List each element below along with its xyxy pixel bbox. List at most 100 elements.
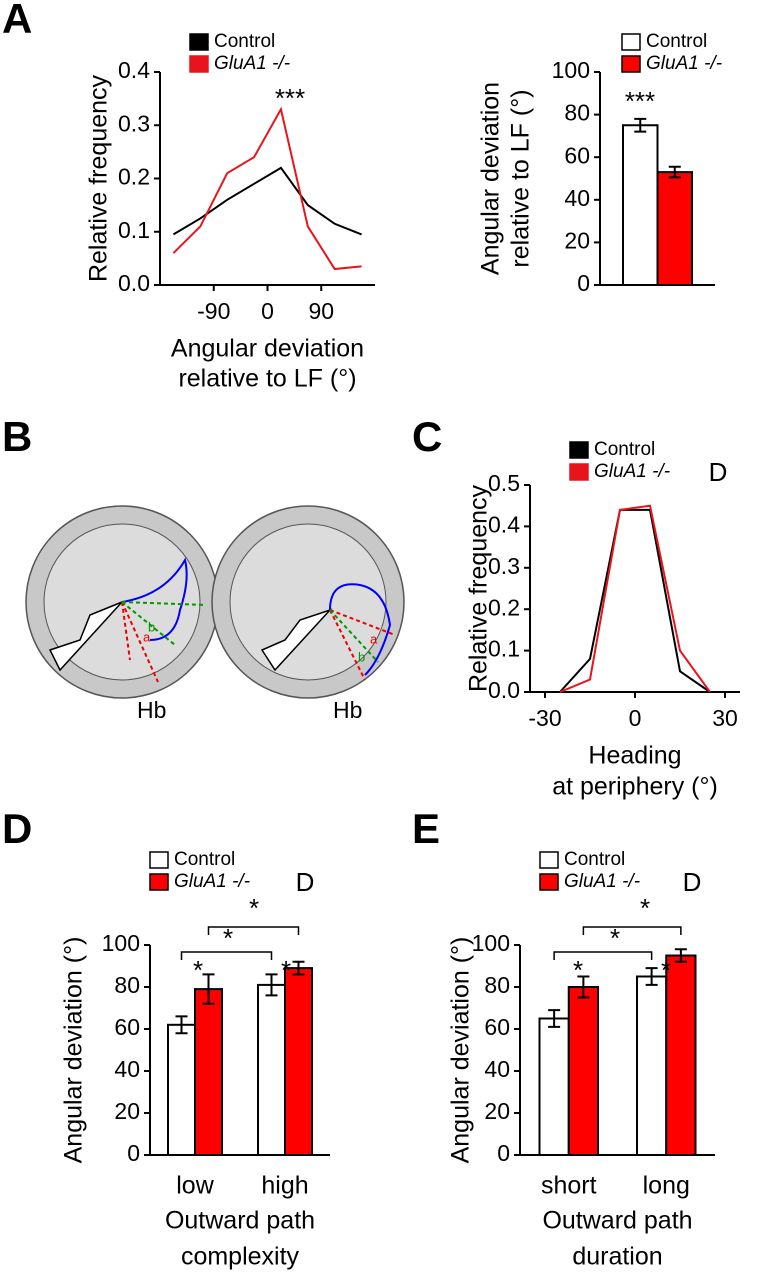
y-tick-label: 80 (114, 972, 140, 998)
y-tick-label: 100 (472, 930, 510, 956)
x-axis-label: complexity (181, 1243, 300, 1271)
panel-label: B (2, 413, 32, 460)
bar (567, 986, 599, 1156)
y-tick-label: 0.2 (118, 164, 150, 190)
legend-label: Control (564, 849, 625, 870)
legend-swatch (621, 55, 641, 73)
bar (636, 975, 668, 1156)
significance-bracket (207, 926, 300, 935)
error-bar (202, 973, 215, 1005)
legend-swatch (189, 55, 209, 73)
x-axis-label: Outward path (542, 1207, 692, 1235)
y-tick-label: 0.0 (488, 677, 520, 703)
annotation: * (223, 923, 233, 953)
legend-swatch (539, 851, 559, 869)
y-tick-label: 60 (114, 1014, 140, 1040)
bar (167, 1023, 196, 1157)
line (559, 504, 711, 693)
x-tick-label: short (541, 1172, 597, 1200)
error-bar (645, 967, 658, 986)
legend-swatch (189, 33, 209, 51)
panel-label: C (412, 413, 442, 460)
y-tick-label: 40 (114, 1056, 140, 1082)
bar (656, 171, 693, 286)
legend-label: Control (646, 31, 707, 52)
legend-label: GluA1 -/- (214, 53, 290, 74)
y-tick-label: 100 (102, 930, 140, 956)
panel-label: D (2, 805, 32, 852)
y-axis-label: Relative frequency (465, 484, 493, 692)
annotation: * (249, 893, 259, 923)
significance-bracket (582, 926, 682, 935)
y-tick-label: 20 (564, 227, 590, 253)
y-tick-label: 0 (497, 1140, 510, 1166)
segment-label: b (148, 619, 155, 634)
y-tick-label: 0.1 (488, 636, 520, 662)
diagram-label: Hb (333, 697, 362, 723)
x-axis-label: Heading (588, 742, 681, 770)
y-tick-label: 80 (484, 972, 510, 998)
legend-label: Control (214, 31, 275, 52)
y-tick-label: 40 (564, 185, 590, 211)
y-tick-label: 0 (577, 270, 590, 296)
bar (257, 983, 286, 1157)
x-axis-label: duration (572, 1243, 662, 1271)
segment-label: b (358, 649, 365, 664)
diagram-label: Hb (137, 697, 166, 723)
error-bar (548, 1009, 561, 1028)
y-tick-label: 0.0 (118, 270, 150, 296)
y-axis-label: Angular deviation (477, 82, 505, 275)
legend-label: GluA1 -/- (646, 53, 722, 74)
annotation: D (296, 867, 315, 897)
error-bar (634, 117, 647, 133)
legend-swatch (621, 33, 641, 51)
y-tick-label: 0.5 (488, 470, 520, 496)
annotation: * (281, 955, 291, 985)
legend-swatch (569, 463, 589, 481)
x-tick-label: -30 (528, 705, 561, 731)
x-tick-label: -90 (197, 298, 230, 324)
annotation: * (661, 955, 671, 985)
x-axis-label: Outward path (165, 1207, 315, 1235)
annotation: *** (275, 83, 305, 113)
error-bar (292, 960, 305, 976)
error-bar (175, 1015, 188, 1035)
legend-label: GluA1 -/- (174, 871, 250, 892)
bar (538, 1017, 570, 1156)
y-tick-label: 80 (564, 100, 590, 126)
legend-swatch (149, 851, 169, 869)
y-tick-label: 0.3 (488, 553, 520, 579)
y-axis-label: relative to LF (°) (507, 89, 535, 267)
annotation: * (573, 955, 583, 985)
annotation: * (640, 893, 650, 923)
y-tick-label: 20 (114, 1098, 140, 1124)
x-axis-label: at periphery (°) (552, 773, 718, 801)
x-axis-label: relative to LF (°) (178, 365, 356, 393)
annotation: * (193, 955, 203, 985)
annotation: *** (625, 86, 655, 116)
y-tick-label: 60 (564, 142, 590, 168)
panel-label: E (412, 805, 440, 852)
y-tick-label: 0 (127, 1140, 140, 1166)
annotation: D (683, 867, 702, 897)
bar (622, 124, 659, 286)
x-tick-label: 0 (629, 705, 642, 731)
legend-label: GluA1 -/- (564, 871, 640, 892)
panel-label: A (2, 0, 32, 42)
x-axis-label: Angular deviation (171, 335, 364, 363)
y-tick-label: 100 (552, 57, 590, 83)
y-axis-label: Angular deviation (°) (60, 937, 88, 1164)
error-bar (668, 165, 681, 179)
x-tick-label: 0 (261, 298, 274, 324)
segment-label: a (143, 629, 151, 644)
significance-bracket (180, 951, 273, 960)
y-tick-label: 20 (484, 1098, 510, 1124)
x-tick-label: low (176, 1172, 214, 1200)
line (172, 106, 362, 271)
error-bar (577, 975, 590, 999)
line (559, 508, 711, 693)
annotation: * (610, 923, 620, 953)
legend-swatch (539, 873, 559, 891)
x-tick-label: high (261, 1172, 308, 1200)
